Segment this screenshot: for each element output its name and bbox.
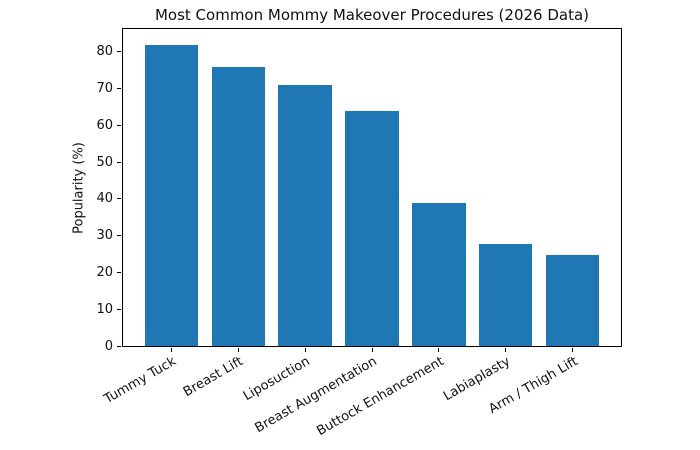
y-tick-mark (117, 87, 121, 89)
y-tick-label: 20 (96, 265, 113, 281)
x-tick-mark (170, 348, 172, 352)
y-tick-label: 40 (96, 191, 113, 207)
y-tick-mark (117, 50, 121, 52)
plot-area (122, 28, 622, 347)
x-tick-label: Breast Lift (180, 354, 246, 401)
y-tick-label: 0 (104, 339, 113, 354)
y-tick-label: 50 (96, 154, 113, 170)
x-tick-mark (371, 348, 373, 352)
x-tick-mark (237, 348, 239, 352)
bar (478, 243, 533, 346)
y-tick-mark (117, 161, 121, 163)
x-tick-label: Buttock Enhancement (314, 354, 447, 440)
bar (211, 66, 266, 346)
x-tick-mark (304, 348, 306, 352)
bar (278, 85, 332, 346)
y-tick-label: 30 (96, 228, 113, 244)
y-tick-label: 70 (96, 80, 113, 96)
bar (412, 203, 466, 346)
bar (144, 44, 199, 346)
y-tick-label: 80 (96, 43, 113, 59)
y-tick-label: 10 (96, 302, 113, 318)
chart-title: Most Common Mommy Makeover Procedures (2… (154, 6, 590, 24)
y-tick-mark (117, 346, 121, 347)
y-tick-mark (117, 309, 121, 311)
x-tick-label: Tummy Tuck (101, 354, 179, 408)
y-tick-label: 60 (96, 117, 113, 133)
x-tick-mark (438, 348, 440, 352)
y-tick-mark (117, 272, 121, 274)
x-tick-mark (505, 348, 507, 352)
y-tick-mark (117, 198, 121, 200)
y-tick-mark (117, 235, 121, 237)
x-tick-mark (572, 348, 574, 352)
bar (345, 110, 399, 346)
y-tick-mark (117, 124, 121, 126)
bar (545, 254, 600, 346)
